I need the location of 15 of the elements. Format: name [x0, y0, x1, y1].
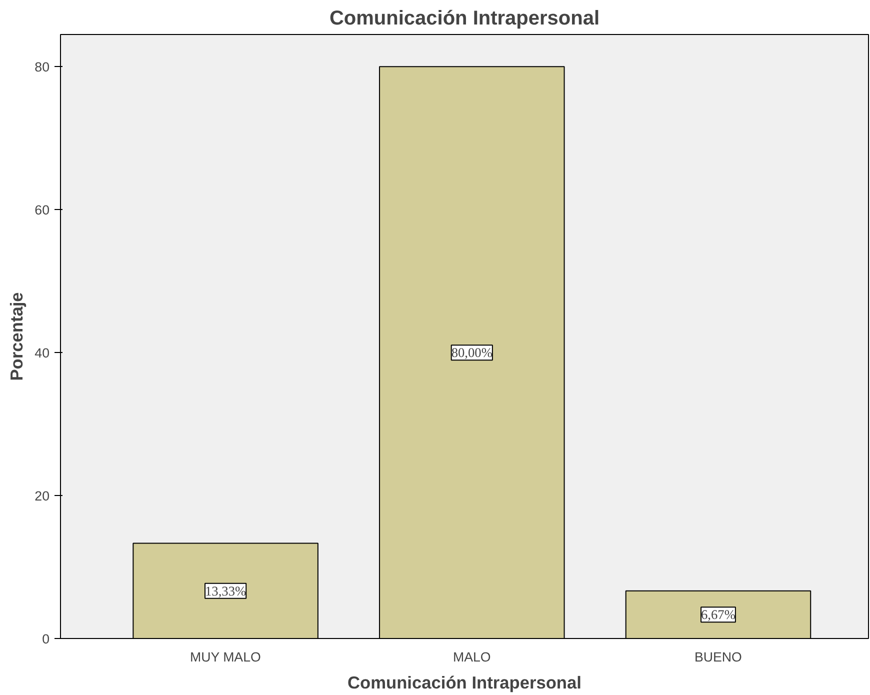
x-tick-label: BUENO: [694, 650, 742, 664]
y-tick-label: 80: [34, 60, 50, 75]
bar: [625, 590, 812, 638]
x-tick-label: MALO: [453, 650, 491, 664]
x-tick-label: MUY MALO: [190, 650, 261, 664]
data-label: 6,67%: [701, 607, 736, 622]
x-axis-title: Comunicación Intrapersonal: [348, 672, 582, 692]
y-tick-label: 0: [42, 632, 50, 646]
bar: [132, 542, 318, 638]
bar: [379, 66, 565, 638]
y-tick-label: 40: [34, 346, 50, 361]
y-axis-title: Porcentaje: [6, 292, 27, 381]
y-tick-label: 60: [34, 202, 50, 218]
y-tick-label: 20: [34, 488, 50, 504]
chart-title: Comunicación Intrapersonal: [329, 8, 600, 30]
